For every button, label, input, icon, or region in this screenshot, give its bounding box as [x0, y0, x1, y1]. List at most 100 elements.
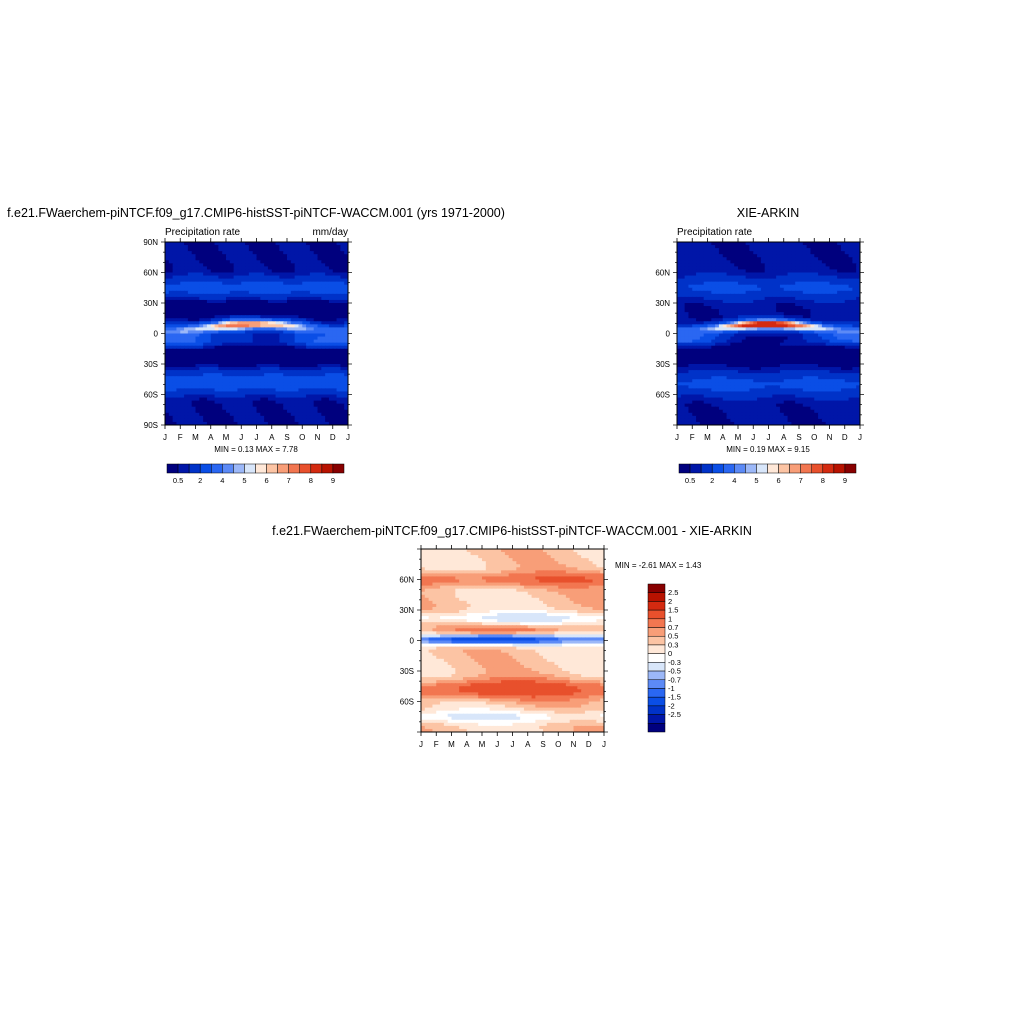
field-cell	[787, 345, 792, 350]
field-cell	[340, 364, 345, 368]
field-cell	[688, 263, 693, 267]
field-cell	[711, 345, 716, 350]
field-cell	[837, 327, 842, 332]
field-cell	[279, 324, 284, 328]
field-cell	[344, 272, 348, 277]
field-cell	[745, 254, 751, 258]
field-cell	[325, 354, 330, 359]
field-cell	[283, 412, 288, 417]
field-cell	[711, 278, 716, 283]
field-cell	[176, 415, 181, 420]
field-cell	[203, 351, 208, 356]
field-cell	[275, 367, 280, 371]
field-cell	[290, 412, 296, 417]
field-cell	[279, 376, 284, 380]
field-cell	[271, 376, 277, 380]
y-tick-label: 90N	[143, 238, 158, 247]
field-cell	[260, 418, 265, 423]
field-cell	[306, 403, 311, 408]
field-cell	[340, 391, 345, 396]
field-cell	[328, 379, 334, 383]
field-cell	[768, 303, 773, 307]
field-cell	[245, 412, 250, 417]
field-cell	[699, 345, 705, 350]
field-cell	[252, 345, 258, 350]
field-cell	[829, 309, 834, 313]
field-cell	[317, 284, 322, 289]
field-cell	[306, 284, 311, 289]
field-cell	[856, 254, 860, 258]
field-cell	[191, 275, 197, 280]
field-cell	[699, 281, 705, 286]
field-cell	[302, 303, 307, 307]
field-cell	[279, 299, 284, 304]
field-cell	[764, 263, 770, 267]
field-cell	[287, 348, 292, 353]
field-cell	[271, 379, 277, 383]
field-cell	[195, 263, 200, 267]
field-cell	[852, 345, 857, 350]
field-cell	[799, 351, 804, 356]
field-cell	[264, 248, 269, 252]
field-cell	[271, 260, 277, 264]
field-cell	[309, 357, 315, 362]
field-cell	[176, 409, 181, 414]
field-cell	[787, 367, 792, 371]
field-cell	[726, 330, 731, 335]
field-cell	[294, 272, 300, 277]
field-cell	[787, 312, 792, 316]
field-cell	[848, 364, 853, 368]
field-cell	[241, 406, 246, 411]
field-cell	[256, 394, 261, 399]
field-cell	[802, 266, 808, 271]
field-cell	[738, 296, 743, 301]
field-cell	[218, 336, 223, 341]
field-cell	[328, 373, 334, 377]
field-cell	[248, 336, 254, 341]
field-cell	[844, 342, 850, 347]
field-cell	[271, 370, 277, 374]
field-cell	[245, 406, 250, 411]
field-cell	[699, 290, 705, 295]
field-cell	[294, 333, 300, 338]
field-cell	[203, 394, 208, 399]
field-cell	[692, 275, 697, 280]
field-cell	[302, 379, 307, 383]
field-cell	[294, 296, 300, 301]
field-cell	[191, 296, 197, 301]
field-cell	[290, 306, 296, 310]
field-cell	[191, 303, 197, 307]
field-cell	[245, 321, 250, 325]
field-cell	[772, 364, 777, 368]
field-cell	[692, 284, 697, 289]
field-cell	[317, 336, 322, 341]
field-cell	[768, 296, 773, 301]
field-cell	[325, 254, 330, 258]
field-cell	[677, 339, 682, 344]
field-cell	[814, 351, 819, 356]
field-cell	[233, 254, 239, 258]
field-cell	[787, 330, 792, 335]
field-cell	[852, 309, 857, 313]
field-cell	[168, 303, 174, 307]
field-cell	[328, 345, 334, 350]
field-cell	[264, 281, 269, 286]
field-cell	[248, 266, 254, 271]
field-cell	[818, 324, 823, 328]
field-cell	[184, 342, 189, 347]
field-cell	[791, 242, 796, 246]
field-cell	[741, 321, 747, 325]
field-cell	[340, 248, 345, 252]
field-cell	[787, 354, 792, 359]
field-cell	[306, 309, 311, 313]
field-cell	[829, 251, 834, 255]
field-cell	[184, 303, 189, 307]
field-cell	[783, 284, 789, 289]
field-cell	[165, 303, 170, 307]
field-cell	[749, 360, 754, 365]
field-cell	[680, 327, 686, 332]
field-cell	[283, 290, 288, 295]
field-cell	[852, 360, 857, 365]
field-cell	[218, 303, 223, 307]
field-cell	[226, 342, 231, 347]
